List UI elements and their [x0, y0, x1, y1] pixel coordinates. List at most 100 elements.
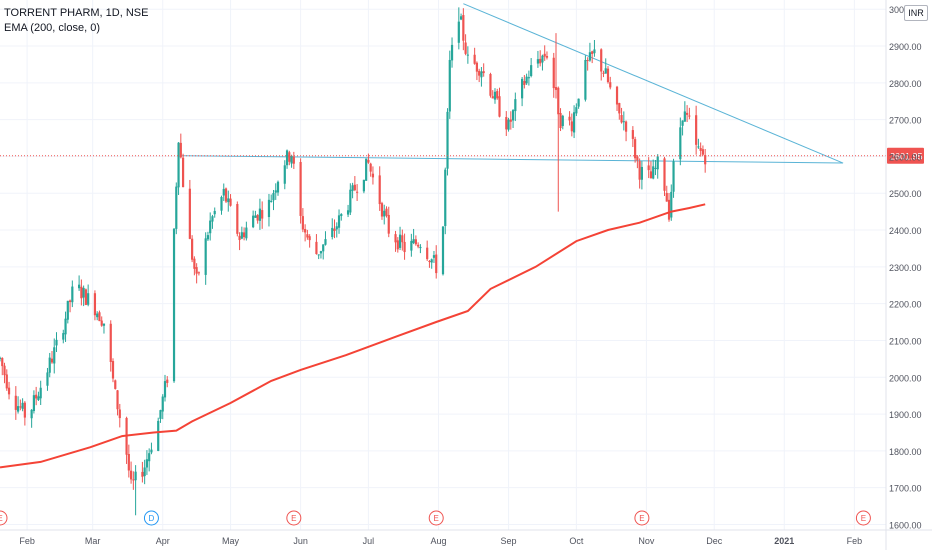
candle-body [35, 394, 38, 399]
candle-body [114, 380, 117, 389]
candle-body [697, 146, 700, 148]
candle-body [369, 163, 372, 172]
candle-body [588, 52, 592, 61]
candle-body [285, 150, 289, 166]
candle-body [636, 156, 639, 161]
x-tick-label: Feb [847, 536, 863, 546]
candle-body [324, 239, 327, 245]
marker-label: E [291, 514, 296, 523]
earnings-marker[interactable]: E [855, 510, 871, 526]
candle-body [498, 96, 501, 117]
candle-body [371, 173, 375, 178]
candle-body [412, 239, 415, 243]
candle-body [55, 339, 58, 346]
candle-body [82, 287, 85, 298]
candle-body [32, 395, 36, 412]
candle-body [213, 210, 216, 215]
candle-body [322, 244, 325, 252]
candle-body [620, 115, 623, 123]
last-price-line-group: 2601.95 [0, 147, 924, 164]
candle-body [428, 260, 431, 262]
candle-body [464, 42, 467, 54]
event-markers[interactable]: EDEEEE [0, 510, 871, 526]
candle-body [145, 459, 149, 468]
y-tick-label: 2000.00 [889, 373, 922, 383]
earnings-marker[interactable]: E [0, 510, 8, 526]
candle-body [536, 59, 540, 64]
candle-body [667, 199, 671, 220]
candle-body [193, 258, 196, 269]
candle-body [96, 313, 99, 318]
trendlines [180, 3, 844, 164]
y-tick-label: 2100.00 [889, 336, 922, 346]
candle-body [602, 72, 605, 74]
candle-body [649, 171, 653, 179]
candle-body [267, 199, 271, 218]
x-tick-label: Dec [706, 536, 723, 546]
candle-body [552, 57, 555, 89]
candle-body [301, 216, 304, 230]
candle-body [356, 191, 359, 193]
marker-label: E [639, 514, 644, 523]
candle-body [209, 220, 212, 234]
candle-body [308, 236, 311, 241]
x-tick-label: Aug [430, 536, 446, 546]
trendline [463, 3, 844, 164]
candle-body [288, 152, 291, 162]
candle-body [50, 358, 54, 363]
candle-body [683, 111, 686, 122]
candle-body [435, 254, 438, 274]
candle-body [647, 165, 650, 171]
candle-body [304, 229, 307, 233]
candle-body [656, 156, 659, 170]
candle-body [197, 272, 200, 274]
price-axis[interactable]: 1600.00 1700.00 1800.00 1900.00 2000.00 2100.… [885, 0, 932, 550]
y-tick-label: 1700.00 [889, 484, 922, 494]
candle-body [634, 139, 637, 159]
candle-body [93, 293, 97, 316]
time-axis[interactable]: Feb Mar Apr May Jun Jul Aug Sep Oct Nov Dec 2021 Feb [0, 529, 932, 546]
earnings-marker[interactable]: E [286, 510, 302, 526]
candle-body [48, 357, 51, 373]
currency-label[interactable]: INR [904, 5, 928, 21]
candle-body [143, 467, 146, 477]
candle-body [609, 82, 612, 88]
marker-circle [143, 510, 159, 526]
candle-body [572, 112, 576, 133]
candle-body [161, 396, 164, 412]
candle-body [704, 155, 707, 165]
candle-body [317, 254, 320, 256]
earnings-marker[interactable]: E [634, 510, 650, 526]
y-tick-label: 2700.00 [889, 116, 922, 126]
candle-body [561, 115, 564, 127]
candle-body [53, 347, 56, 364]
candle-body [527, 77, 530, 79]
candle-body [695, 115, 698, 145]
candle-body [514, 99, 517, 112]
candle-body [39, 387, 42, 399]
candle-body [224, 188, 228, 202]
candle-body [134, 471, 137, 481]
symbol-title[interactable]: TORRENT PHARM, 1D, NSE [4, 7, 149, 19]
candle-body [378, 175, 381, 205]
candle-body [204, 238, 207, 275]
y-tick-label: 2800.00 [889, 79, 922, 89]
candle-body [331, 227, 334, 238]
marker-circle [634, 510, 650, 526]
indicator-title[interactable]: EMA (200, close, 0) [4, 22, 100, 34]
earnings-marker[interactable]: E [428, 510, 444, 526]
candle-body [557, 87, 560, 115]
candle-body [688, 115, 691, 117]
dividend-marker[interactable]: D [143, 510, 159, 526]
candle-body [66, 300, 69, 320]
candle-body [459, 16, 463, 20]
candle-body [432, 255, 436, 258]
candle-body [575, 107, 578, 114]
candle-body [457, 21, 460, 43]
candle-body [1, 358, 4, 367]
candle-body [30, 409, 33, 419]
candle-body [450, 44, 454, 61]
candle-body [615, 86, 619, 105]
